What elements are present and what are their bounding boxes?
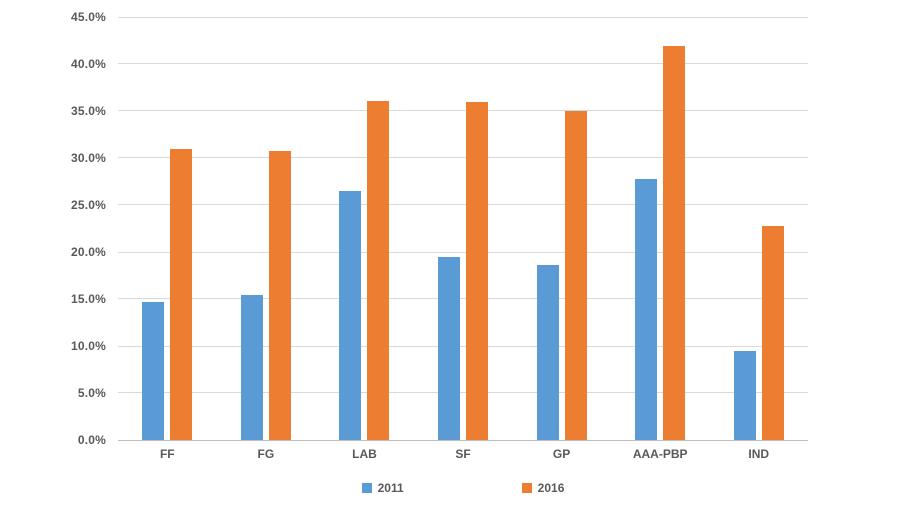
plot-area (118, 16, 808, 441)
gridline (118, 16, 808, 18)
gridline (118, 345, 808, 347)
bar-2016-aaa-pbp (663, 46, 686, 440)
y-tick-label: 20.0% (70, 245, 106, 259)
y-tick-label: 40.0% (70, 57, 106, 71)
bar-2016-ind (761, 225, 784, 440)
bar-group-ff (118, 17, 217, 440)
y-tick-label: 5.0% (77, 386, 106, 400)
x-axis-label-aaa-pbp: AAA-PBP (632, 447, 688, 461)
legend-swatch-2016 (521, 483, 532, 493)
legend-item-2016: 2016 (521, 481, 565, 495)
y-tick-label: 35.0% (70, 104, 106, 118)
bar-groups (118, 17, 808, 440)
y-tick-label: 30.0% (70, 150, 106, 165)
legend: 2011 2016 (118, 481, 808, 495)
bar-2011-aaa-pbp (635, 178, 658, 440)
x-axis-label-gp: GP (552, 447, 571, 461)
x-axis-line (118, 439, 808, 441)
y-tick-label: 10.0% (70, 339, 106, 353)
legend-label-2011: 2011 (377, 481, 404, 495)
bar-group-fg (217, 17, 316, 440)
gridline (118, 392, 808, 394)
x-axis-label-ind: IND (748, 447, 770, 461)
bar-2011-ff (142, 301, 165, 440)
gridline (118, 63, 808, 65)
y-tick-label: 15.0% (70, 291, 106, 306)
legend-item-2011: 2011 (361, 481, 404, 495)
bar-2011-gp (536, 265, 559, 440)
gridline (118, 157, 808, 159)
x-axis-label-fg: FG (257, 447, 275, 461)
bar-2011-ind (733, 350, 756, 440)
x-axis-labels: FF FG LAB SF GP AAA-PBP IND (118, 447, 808, 461)
gridline (118, 110, 808, 112)
bar-2011-lab (339, 190, 362, 440)
bar-2016-fg (268, 151, 291, 440)
gridline (118, 298, 808, 300)
x-axis-label-ff: FF (159, 447, 175, 461)
bar-group-ind (709, 17, 808, 440)
y-tick-label: 25.0% (70, 198, 106, 212)
y-tick-label: 45.0% (70, 10, 106, 24)
x-axis-label-sf: SF (455, 447, 471, 461)
bar-2016-ff (170, 148, 193, 440)
gridline (118, 251, 808, 253)
bar-2011-sf (438, 256, 461, 440)
y-axis: 45.0% 40.0% 35.0% 30.0% 25.0% 20.0% 15.0% 10.0%… (0, 10, 112, 447)
legend-label-2016: 2016 (537, 481, 565, 495)
bar-2011-fg (240, 295, 263, 440)
bar-group-sf (414, 17, 513, 440)
bar-group-gp (512, 17, 611, 440)
x-axis-label-lab: LAB (352, 447, 377, 461)
bar-2016-lab (367, 100, 390, 440)
y-tick-label: 0.0% (77, 433, 106, 447)
bar-2016-sf (466, 101, 489, 440)
bar-group-lab (315, 17, 414, 440)
gridlines-layer (118, 16, 808, 441)
legend-swatch-2011 (361, 483, 372, 493)
gridline (118, 204, 808, 206)
bar-2016-gp (564, 111, 587, 440)
bar-group-aaa-pbp (611, 17, 710, 440)
